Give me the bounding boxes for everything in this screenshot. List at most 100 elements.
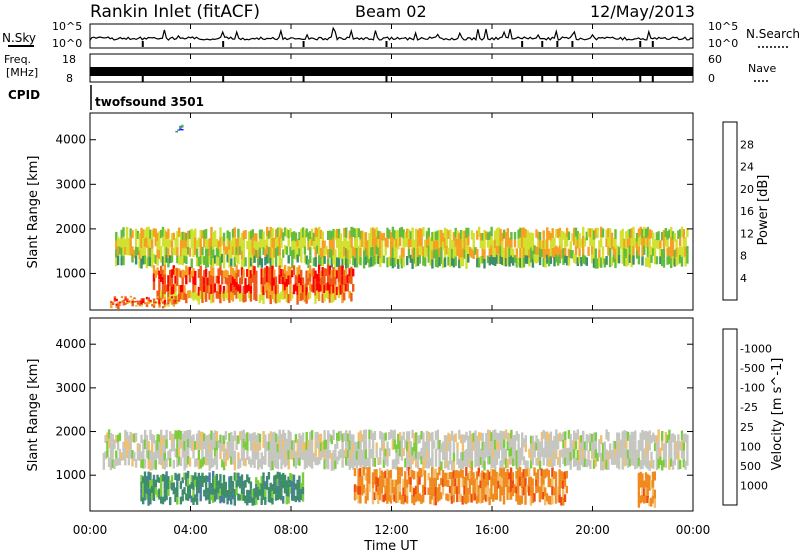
cell [494, 230, 497, 240]
cell [230, 249, 233, 259]
cell [472, 493, 475, 501]
cell [373, 457, 377, 467]
cell [605, 459, 608, 470]
cell [233, 430, 237, 441]
cell [169, 255, 172, 264]
cell [273, 237, 276, 248]
cell [517, 495, 520, 505]
cell [512, 435, 515, 443]
cell [120, 300, 124, 303]
cell [179, 125, 182, 128]
cell [135, 300, 138, 303]
cell [260, 483, 263, 491]
cell [119, 302, 122, 304]
cell [197, 486, 201, 494]
cell [540, 476, 543, 484]
cell [361, 449, 364, 458]
cell [447, 479, 450, 487]
cell [431, 450, 434, 461]
cell [402, 229, 405, 239]
cell [176, 255, 179, 264]
cell [174, 448, 177, 458]
cell [558, 227, 562, 237]
cell [662, 230, 666, 240]
cell [501, 459, 504, 470]
cell [531, 457, 535, 466]
cell [240, 250, 244, 260]
cell [142, 439, 145, 450]
cell [639, 226, 642, 236]
cell [283, 458, 287, 468]
cell [135, 305, 138, 307]
cell [387, 486, 391, 494]
cell [301, 277, 305, 285]
cell [521, 441, 524, 451]
cell [179, 240, 183, 249]
cell [675, 450, 678, 460]
cell [172, 284, 175, 294]
cell [659, 248, 662, 257]
cell [682, 442, 685, 451]
cell [181, 489, 184, 496]
cell [167, 275, 170, 284]
cell [425, 248, 429, 257]
cell [653, 471, 656, 481]
cell [183, 232, 186, 240]
cell [127, 246, 131, 256]
cell [246, 441, 249, 451]
cell [298, 488, 301, 496]
cell [655, 444, 659, 453]
cell [152, 451, 156, 461]
cell [582, 439, 585, 449]
cell [646, 459, 650, 470]
cell [235, 480, 238, 488]
cell [594, 258, 597, 269]
cell [400, 467, 403, 477]
cell [271, 484, 274, 491]
cell [134, 228, 138, 238]
cell [411, 455, 414, 465]
cell [165, 239, 168, 248]
cell [443, 257, 447, 268]
cell [169, 496, 172, 506]
cell [187, 456, 190, 465]
cell [475, 495, 479, 504]
cell [149, 460, 152, 471]
cell [470, 230, 474, 240]
cell [195, 239, 199, 249]
cell [226, 254, 229, 263]
cell [479, 448, 483, 457]
cell [303, 442, 307, 452]
cell [239, 458, 242, 468]
xtick-label: 00:00 [73, 523, 108, 537]
cell [680, 439, 684, 450]
cell [212, 486, 215, 495]
cell [230, 266, 233, 275]
cell [587, 458, 590, 466]
colorbar-tick-label: 100 [740, 440, 761, 453]
cell [156, 257, 159, 266]
cell [680, 246, 684, 257]
cell [296, 493, 299, 501]
cell [573, 254, 576, 263]
cell [443, 479, 446, 487]
cell [217, 480, 220, 487]
cell [267, 450, 271, 459]
cell [278, 478, 281, 486]
cell [111, 302, 115, 304]
cell [255, 451, 258, 460]
cell [585, 442, 588, 451]
cell [319, 257, 323, 266]
cell [226, 230, 229, 239]
cell [348, 268, 351, 276]
cell [422, 246, 425, 257]
cell [668, 255, 671, 264]
cell [440, 255, 443, 264]
cell [472, 432, 475, 442]
cell [545, 493, 549, 502]
cell [129, 295, 133, 298]
cell [386, 257, 389, 268]
cell [106, 449, 109, 458]
cell [131, 301, 134, 303]
cell [275, 450, 278, 460]
